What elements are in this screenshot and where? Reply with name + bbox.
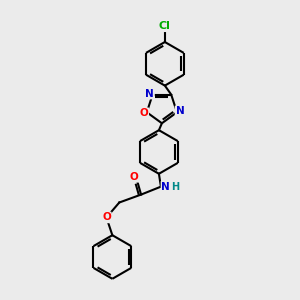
Text: N: N — [161, 182, 170, 192]
Text: O: O — [102, 212, 111, 222]
Text: H: H — [171, 182, 179, 192]
Text: N: N — [176, 106, 184, 116]
Text: Cl: Cl — [159, 21, 171, 31]
Text: O: O — [130, 172, 139, 182]
Text: N: N — [145, 88, 154, 99]
Text: O: O — [140, 108, 148, 118]
